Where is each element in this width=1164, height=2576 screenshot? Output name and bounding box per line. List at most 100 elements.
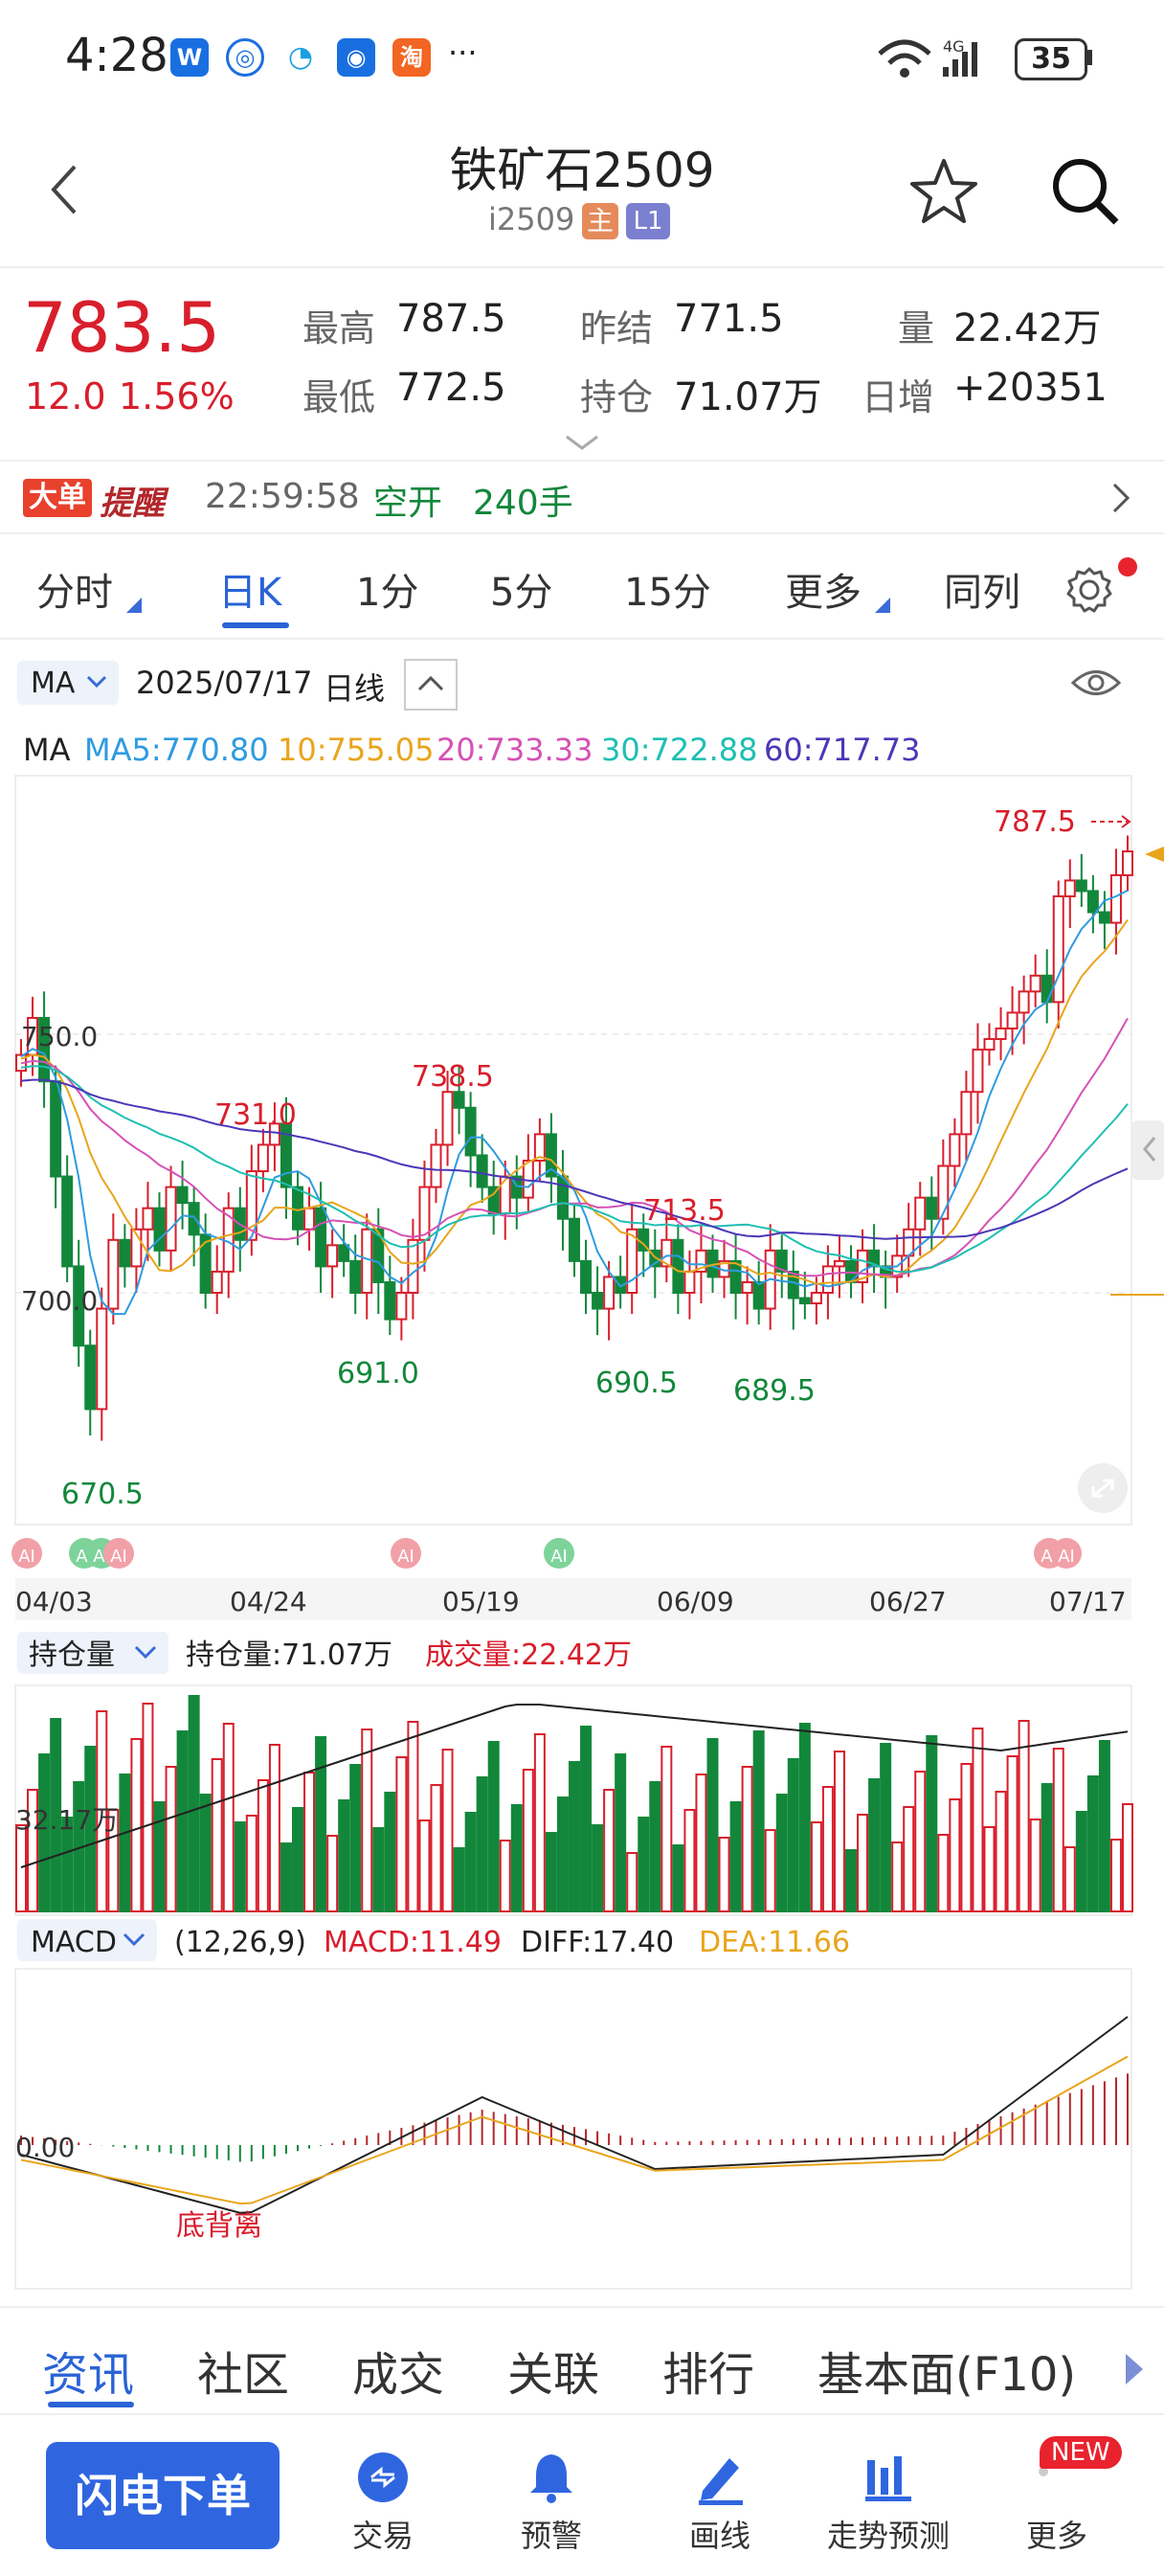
chart-canvas[interactable]: 750.0 700.0 731.0 738.5 713.5 787.5 670.…	[0, 766, 1164, 2298]
big-order-alert-bar[interactable]: 大单 提醒 22:59:58 空开 240手	[0, 460, 1164, 534]
candle-body	[199, 1233, 212, 1294]
low-value: 772.5	[396, 366, 506, 410]
tab-intraday[interactable]: 分时	[36, 571, 113, 615]
candle-body	[556, 1175, 569, 1220]
collapse-button[interactable]	[404, 659, 458, 711]
nav-forecast[interactable]: 走势预测	[821, 2449, 955, 2556]
tab-5min[interactable]: 5分	[490, 571, 553, 615]
prev-settle-label: 昨结	[580, 307, 654, 350]
taobao-icon: 淘	[392, 38, 431, 77]
volume-bar	[176, 1730, 189, 1912]
trade-icon	[358, 2452, 408, 2502]
label-low-689: 689.5	[733, 1374, 816, 1408]
search-icon[interactable]	[1049, 155, 1122, 228]
volume-bar	[580, 1726, 593, 1912]
scroll-right-icon[interactable]	[1122, 2350, 1147, 2388]
alert-badge: 提醒	[100, 485, 165, 523]
ma10-value: 10:755.05	[278, 732, 435, 768]
candle-body	[119, 1238, 131, 1268]
dropdown-triangle-icon	[126, 598, 142, 613]
volume-bar	[1029, 1819, 1041, 1912]
volume-bar	[660, 1746, 673, 1912]
candle-body	[245, 1170, 257, 1241]
candle-body	[1029, 974, 1041, 993]
volume-bar	[349, 1764, 362, 1912]
battery-tip	[1087, 50, 1092, 65]
volume-bar	[338, 1799, 350, 1912]
nav-draw[interactable]: 画线	[653, 2449, 787, 2556]
nav-alert[interactable]: 预警	[484, 2449, 618, 2556]
volume-bar	[384, 1792, 396, 1912]
candle-body	[1098, 911, 1110, 924]
candle-body	[326, 1244, 339, 1268]
gear-icon[interactable]	[1064, 561, 1118, 615]
volume-bar	[1018, 1720, 1030, 1912]
flash-order-button[interactable]: 闪电下单	[46, 2442, 280, 2549]
volume-bar	[245, 1815, 257, 1912]
tab-ranking[interactable]: 排行	[662, 2348, 755, 2402]
label-high-738: 738.5	[412, 1060, 494, 1094]
big-order-badge: 大单	[23, 479, 92, 517]
label-high-731: 731.0	[214, 1098, 297, 1132]
volume-bar	[84, 1746, 97, 1912]
tab-1min[interactable]: 1分	[356, 571, 419, 615]
indicator-selector[interactable]: MA	[17, 661, 119, 705]
ai-tag-icon	[544, 1538, 574, 1569]
tab-compare[interactable]: 同列	[944, 571, 1020, 615]
candle-body	[798, 1297, 811, 1305]
candle-body	[752, 1280, 765, 1310]
candle-body	[372, 1228, 385, 1283]
volume-bar	[292, 1807, 303, 1912]
volume-bar	[499, 1840, 511, 1912]
tab-related[interactable]: 关联	[507, 2348, 600, 2402]
tab-15min[interactable]: 15分	[624, 571, 711, 615]
current-price-marker	[1145, 847, 1164, 862]
candle-body	[592, 1292, 604, 1310]
price-change: 12.0	[25, 375, 106, 418]
new-badge: NEW	[1040, 2436, 1122, 2469]
date-label: 06/09	[657, 1586, 734, 1617]
expand-chevron-icon[interactable]	[563, 433, 601, 454]
volume-bar	[510, 1804, 523, 1912]
app-notification-icon: ◉	[337, 38, 375, 77]
back-icon[interactable]	[46, 161, 84, 218]
tab-news[interactable]: 资讯	[42, 2348, 135, 2402]
volume-bar	[38, 1753, 51, 1912]
ai-tag-icon	[11, 1538, 42, 1569]
candle-body	[833, 1259, 845, 1268]
tab-community[interactable]: 社区	[197, 2348, 290, 2402]
volume-bar	[672, 1844, 684, 1912]
volume-bar	[603, 1789, 616, 1912]
content-tabs: 资讯 社区 成交 关联 排行 基本面(F10)	[0, 2306, 1164, 2413]
volume-bar	[615, 1753, 627, 1912]
candle-body	[153, 1207, 166, 1252]
chart-header: MA 2025/07/17 日线	[0, 640, 1164, 726]
label-low-691: 691.0	[337, 1357, 419, 1390]
favorite-star-icon[interactable]	[907, 155, 980, 228]
volume-bar	[199, 1794, 212, 1912]
ma-legend: MA MA5:770.80 10:755.05 20:733.33 30:722…	[0, 726, 1164, 778]
tab-trades[interactable]: 成交	[352, 2348, 445, 2402]
eye-icon[interactable]	[1070, 667, 1122, 699]
nav-more[interactable]: 更多	[990, 2449, 1124, 2556]
volume-axis-label: 32.17万	[15, 1804, 119, 1836]
app-notification-icon: W	[170, 38, 209, 77]
date-label: 07/17	[1049, 1586, 1127, 1617]
candle-body	[1086, 890, 1099, 914]
candle-body	[949, 1133, 961, 1167]
chevron-right-icon[interactable]	[1110, 481, 1133, 515]
volume-bar	[764, 1829, 776, 1912]
daily-increase-value: +20351	[953, 366, 1108, 410]
volume-bar	[326, 1835, 339, 1912]
candle-body	[188, 1202, 200, 1236]
candle-body	[983, 1038, 996, 1051]
tab-fundamentals[interactable]: 基本面(F10)	[817, 2348, 1077, 2402]
tab-more[interactable]: 更多	[785, 571, 862, 615]
tab-daily-k[interactable]: 日K	[218, 571, 282, 615]
header: 铁矿石2509 i2509 主 L1	[0, 115, 1164, 268]
nav-trade[interactable]: 交易	[316, 2449, 450, 2556]
candle-body	[626, 1228, 638, 1295]
volume-bar	[153, 1801, 166, 1912]
status-time: 4:28	[65, 29, 168, 82]
chart-icon	[865, 2456, 911, 2501]
